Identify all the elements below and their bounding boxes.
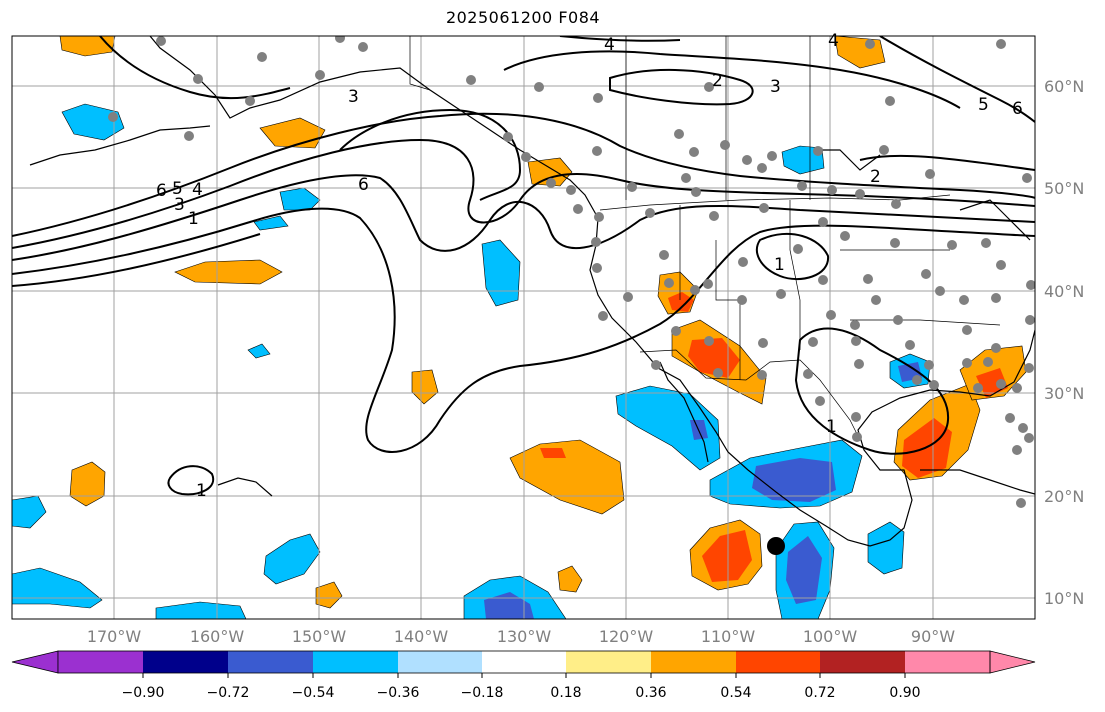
- colorbar-extend-high: [989, 650, 1036, 674]
- station-dots: [108, 36, 1035, 508]
- colorbar-tick-label: −0.54: [292, 685, 335, 701]
- lon-label: 90°W: [911, 627, 955, 646]
- map-frame: [11, 35, 1036, 620]
- contour-label: 1: [826, 417, 837, 437]
- contour-label: 4: [604, 35, 615, 55]
- graticule: [12, 36, 1035, 619]
- colorbar-tick-label: 0.72: [804, 685, 835, 701]
- longitude-labels: 170°W 160°W 150°W 140°W 130°W 120°W 110°…: [87, 627, 955, 646]
- contour-label: 1: [196, 481, 207, 501]
- contour-label: 3: [174, 195, 185, 215]
- contour-lines: [12, 36, 1035, 496]
- lon-label: 160°W: [190, 627, 245, 646]
- map-area: [12, 36, 1035, 619]
- contour-label-group: 4 4 2 3 5 6 3 6 6 5 4 3 1 2 1 1 1: [156, 31, 1023, 501]
- lat-label: 40°N: [1044, 282, 1084, 301]
- contour-label: 4: [192, 180, 203, 200]
- storm-marker: [767, 537, 785, 555]
- colorbar-tick-label: −0.18: [461, 685, 504, 701]
- contour-label: 4: [828, 31, 839, 51]
- contour-label: 6: [156, 181, 167, 201]
- colorbar-tick-label: −0.72: [207, 685, 250, 701]
- contour-label: 5: [978, 95, 989, 115]
- contour-label: 3: [348, 87, 359, 107]
- lat-label: 60°N: [1044, 77, 1084, 96]
- contour-label: 1: [774, 255, 785, 275]
- colorbar-tick-label: 0.18: [550, 685, 581, 701]
- colorbar-tick-label: 0.36: [635, 685, 666, 701]
- colorbar-tick-label: 0.90: [889, 685, 920, 701]
- colorbar: −0.90 −0.72 −0.54 −0.36 −0.18 0.18 0.36 …: [11, 650, 1036, 701]
- contour-label: 6: [1012, 99, 1023, 119]
- lon-label: 130°W: [497, 627, 552, 646]
- colorbar-extend-low: [11, 650, 59, 674]
- coastlines: [29, 36, 1035, 547]
- contour-label: 2: [870, 167, 881, 187]
- lon-label: 150°W: [292, 627, 347, 646]
- contour-label: 3: [770, 77, 781, 97]
- colorbar-tick-label: −0.90: [122, 685, 165, 701]
- lat-label: 10°N: [1044, 589, 1084, 608]
- lat-label: 30°N: [1044, 384, 1084, 403]
- lon-label: 170°W: [87, 627, 142, 646]
- latitude-labels: 60°N 50°N 40°N 30°N 20°N 10°N: [1044, 77, 1084, 608]
- lon-label: 110°W: [701, 627, 756, 646]
- lat-label: 50°N: [1044, 179, 1084, 198]
- contour-label: 5: [172, 179, 183, 199]
- lon-label: 120°W: [599, 627, 654, 646]
- political-borders: [409, 36, 1001, 441]
- contour-label: 6: [358, 175, 369, 195]
- lon-label: 140°W: [394, 627, 449, 646]
- lon-label: 100°W: [803, 627, 858, 646]
- map-title: 2025061200 F084: [445, 8, 601, 27]
- lat-label: 20°N: [1044, 487, 1084, 506]
- colorbar-tick-label: −0.36: [377, 685, 420, 701]
- contour-label: 2: [712, 71, 723, 91]
- colorbar-tick-label: 0.54: [720, 685, 751, 701]
- contour-label: 1: [188, 209, 199, 229]
